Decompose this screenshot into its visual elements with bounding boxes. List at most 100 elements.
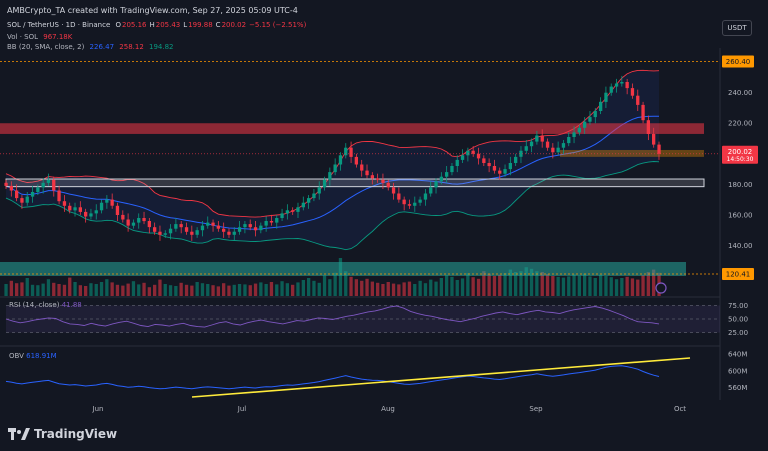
candle-body xyxy=(354,156,358,165)
candle-body xyxy=(583,121,587,128)
volume-bar xyxy=(317,282,321,296)
candle-body xyxy=(94,210,98,214)
obv-axis-label: 560M xyxy=(728,384,747,392)
candle-body xyxy=(529,141,534,147)
volume-bar xyxy=(296,282,300,296)
candle-body xyxy=(4,182,8,186)
volume-bar xyxy=(567,276,571,296)
candle-body xyxy=(471,150,475,154)
volume-bar xyxy=(524,267,528,296)
volume-highlight-zone xyxy=(0,262,686,276)
candle-body xyxy=(460,155,465,160)
candle-body xyxy=(482,158,486,163)
candle-body xyxy=(646,120,650,134)
candle-body xyxy=(413,202,417,206)
candle-body xyxy=(222,228,226,232)
volume-bar xyxy=(243,284,247,296)
candle-body xyxy=(322,179,327,188)
candle-body xyxy=(407,204,412,206)
volume-bar xyxy=(445,275,449,296)
volume-price-tag xyxy=(722,268,754,280)
candle-body xyxy=(540,135,544,142)
currency-button[interactable]: USDT xyxy=(722,20,752,36)
volume-bar xyxy=(381,284,385,296)
bb-basis-value: 226.47 xyxy=(89,43,115,51)
volume-bar xyxy=(514,272,518,296)
bb-lower-value: 194.82 xyxy=(149,43,174,51)
candle-body xyxy=(487,163,491,167)
candle-body xyxy=(455,159,459,166)
volume-bar xyxy=(423,283,428,296)
candle-body xyxy=(264,221,268,226)
symbol-title: SOL / TetherUS · 1D · Binance xyxy=(7,21,111,29)
volume-bar xyxy=(551,276,555,296)
candle-body xyxy=(492,166,497,171)
volume-bar xyxy=(68,277,72,296)
candle-body xyxy=(232,231,236,235)
volume-bar xyxy=(344,271,348,296)
volume-bar xyxy=(455,280,459,296)
current-zone xyxy=(560,149,704,157)
volume-bar xyxy=(476,278,481,296)
volume-bar xyxy=(593,278,597,296)
volume-bar xyxy=(577,275,581,296)
candle-body xyxy=(280,213,284,218)
ohlc-key-0: O xyxy=(115,21,121,29)
volume-bar xyxy=(206,284,210,296)
candle-body xyxy=(163,233,167,235)
candle-body xyxy=(291,210,295,212)
volume-price-tag-text: 120.41 xyxy=(726,271,751,279)
candle-body xyxy=(227,231,231,235)
tv-logo-icon xyxy=(8,428,30,440)
volume-bar xyxy=(370,281,374,296)
obv-axis-label: 640M xyxy=(728,351,747,359)
candle-body xyxy=(636,95,640,105)
candle-body xyxy=(190,231,194,235)
candle-body xyxy=(25,196,29,203)
volume-bar xyxy=(636,279,640,296)
volume-bar xyxy=(89,283,93,296)
rsi-axis-label: 75.00 xyxy=(728,302,748,310)
current-price-tag xyxy=(722,145,758,164)
candle-body xyxy=(577,127,581,133)
volume-bar xyxy=(599,274,603,296)
ohlc-value-2: 199.88 xyxy=(188,21,213,29)
candle-body xyxy=(402,199,406,205)
ohlc-value-3: 200.02 xyxy=(221,21,247,29)
volume-bar xyxy=(20,282,24,296)
candle-body xyxy=(599,101,603,111)
candle-body xyxy=(365,170,369,176)
candle-body xyxy=(498,170,502,174)
candle-body xyxy=(184,227,189,232)
volume-bar xyxy=(545,274,550,296)
candle-body xyxy=(466,150,470,156)
volume-bar xyxy=(572,274,576,296)
volume-bar xyxy=(195,282,199,296)
volume-bar xyxy=(110,282,114,296)
price-axis-label: 220.00 xyxy=(728,120,753,128)
candle-body xyxy=(620,82,624,84)
time-axis-label: Sep xyxy=(529,405,543,413)
volume-bar xyxy=(105,279,109,296)
candle-body xyxy=(349,147,353,157)
price-axis-label: 240.00 xyxy=(728,89,753,97)
volume-bar xyxy=(25,278,29,296)
volume-bar xyxy=(264,284,268,296)
volume-bar xyxy=(439,278,443,296)
candle-body xyxy=(641,104,645,121)
support-zone xyxy=(5,178,705,188)
volume-bar xyxy=(349,276,353,296)
candle-body xyxy=(476,153,481,159)
volume-bar xyxy=(259,282,263,296)
rsi-label: RSI (14, close) xyxy=(9,301,60,309)
candle-body xyxy=(105,199,109,203)
volume-bar xyxy=(216,286,220,296)
volume-bar xyxy=(280,281,284,296)
candle-body xyxy=(604,92,608,102)
volume-bar xyxy=(498,274,502,296)
candle-body xyxy=(168,228,173,234)
candle-body xyxy=(386,182,390,188)
volume-bar xyxy=(492,276,497,296)
volume-bar xyxy=(429,279,433,296)
